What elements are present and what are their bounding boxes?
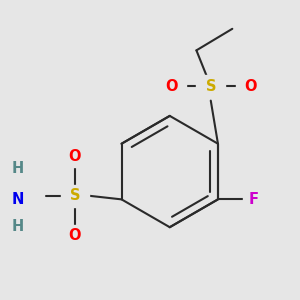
- Text: O: O: [244, 79, 256, 94]
- Text: S: S: [206, 79, 216, 94]
- Bar: [196, 76, 225, 97]
- Bar: [243, 189, 265, 210]
- Text: H: H: [11, 219, 23, 234]
- Text: O: O: [69, 228, 81, 243]
- Bar: [61, 185, 89, 207]
- Text: F: F: [249, 192, 259, 207]
- Text: N: N: [11, 192, 24, 207]
- Bar: [236, 76, 265, 97]
- Text: H: H: [11, 161, 23, 176]
- Bar: [157, 76, 186, 97]
- Bar: [8, 217, 26, 235]
- Text: S: S: [70, 188, 80, 203]
- Bar: [61, 146, 89, 167]
- Bar: [8, 160, 26, 178]
- Bar: [7, 190, 28, 208]
- Bar: [61, 224, 89, 246]
- Text: O: O: [69, 149, 81, 164]
- Text: O: O: [165, 79, 178, 94]
